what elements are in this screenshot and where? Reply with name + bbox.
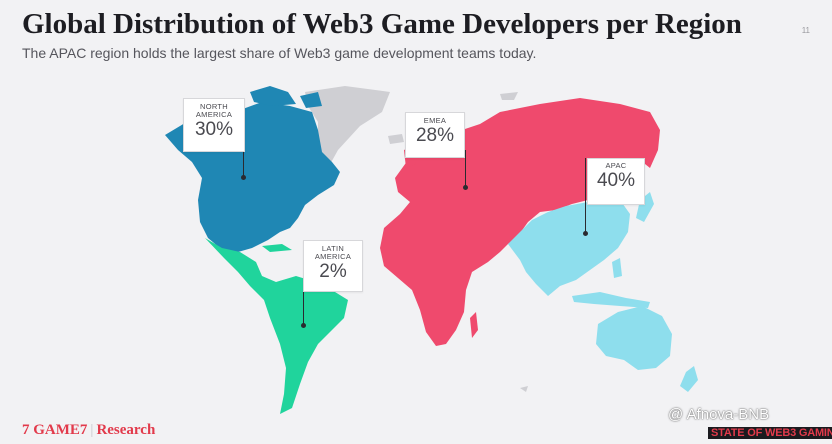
iceland-shape bbox=[388, 134, 404, 144]
state-of-web3-gaming-badge: STATE OF WEB3 GAMING bbox=[708, 427, 832, 439]
research-label: Research bbox=[96, 422, 156, 438]
watermark-text: @ Afnova-BNB bbox=[668, 406, 770, 423]
latin-america-label: LATIN AMERICA bbox=[314, 244, 352, 261]
indonesia-philippines-shape bbox=[572, 258, 650, 308]
japan-shape bbox=[636, 192, 654, 222]
north-america-share: 30% bbox=[194, 119, 234, 140]
canadian-arctic-islands-shape bbox=[250, 86, 322, 108]
callout-apac: APAC 40% bbox=[587, 158, 645, 205]
new-zealand-shape bbox=[680, 366, 698, 392]
region-apac-shape bbox=[508, 196, 630, 296]
callout-emea: EMEA 28% bbox=[405, 112, 465, 158]
page-subtitle: The APAC region holds the largest share … bbox=[22, 45, 537, 61]
antarctic-islands-shape bbox=[520, 386, 528, 392]
caribbean-islands-shape bbox=[262, 244, 292, 252]
latin-america-share: 2% bbox=[319, 261, 347, 282]
australia-shape bbox=[596, 306, 672, 370]
callout-north-america: NORTH AMERICA 30% bbox=[183, 98, 245, 152]
apac-pin bbox=[583, 158, 588, 236]
svalbard-shape bbox=[500, 92, 518, 100]
greenland-shape bbox=[305, 86, 390, 168]
region-apac bbox=[508, 192, 698, 392]
emea-label: EMEA bbox=[423, 116, 447, 125]
apac-label: APAC bbox=[605, 161, 627, 170]
game7-mark: 7 bbox=[22, 422, 30, 438]
callout-latin-america: LATIN AMERICA 2% bbox=[303, 240, 363, 292]
game7-research-logo: 7 GAME7 | Research bbox=[22, 422, 155, 439]
emea-pin bbox=[463, 150, 468, 190]
north-america-pin bbox=[241, 132, 246, 180]
north-america-label: NORTH AMERICA bbox=[195, 102, 233, 119]
page-number: 11 bbox=[801, 26, 810, 35]
apac-share: 40% bbox=[596, 170, 636, 191]
emea-share: 28% bbox=[415, 125, 455, 146]
logo-separator: | bbox=[90, 422, 94, 438]
madagascar-shape bbox=[470, 312, 478, 338]
game7-wordmark: GAME7 bbox=[33, 422, 88, 438]
page-title: Global Distribution of Web3 Game Develop… bbox=[22, 8, 742, 40]
